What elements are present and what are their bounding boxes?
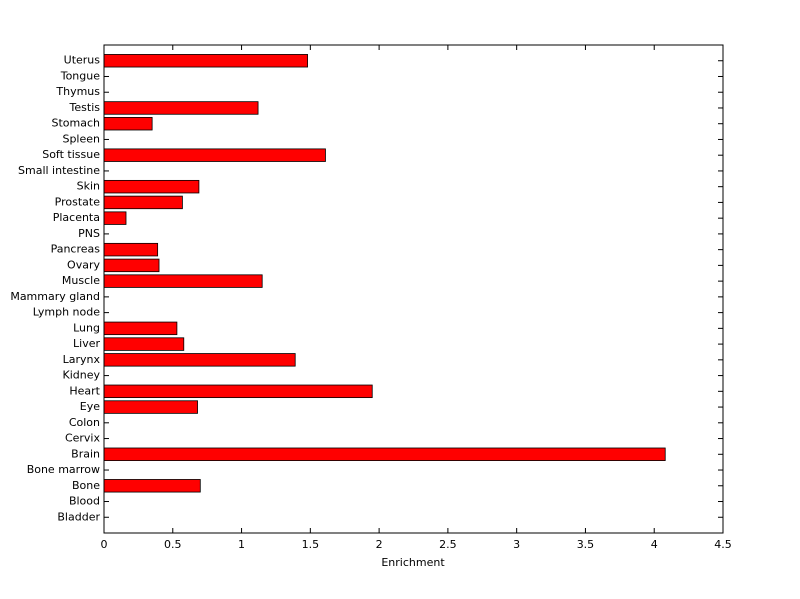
y-tick-label: Prostate: [55, 195, 101, 208]
y-tick-label: Larynx: [63, 353, 101, 366]
y-tick-label: PNS: [78, 227, 100, 240]
bar: [103, 384, 373, 399]
y-tick-label: Skin: [77, 180, 100, 193]
x-tick-label: 3.5: [577, 538, 595, 551]
y-tick-label: Placenta: [53, 211, 100, 224]
x-tick-label: 2: [376, 538, 383, 551]
bar: [103, 195, 183, 210]
y-tick-label: Small intestine: [18, 164, 100, 177]
y-tick-label: Heart: [69, 384, 100, 397]
bar: [103, 447, 666, 461]
y-tick-label: Brain: [71, 447, 100, 460]
bar: [103, 400, 198, 414]
y-tick-label: Mammary gland: [10, 290, 100, 303]
x-tick-label: 1.5: [302, 538, 320, 551]
bar: [103, 101, 259, 115]
y-tick-label: Soft tissue: [42, 148, 100, 161]
y-tick-label: Blood: [69, 495, 100, 508]
bar: [103, 54, 308, 68]
x-tick-label: 0.5: [164, 538, 182, 551]
x-axis-label: Enrichment: [381, 556, 445, 569]
y-tick-label: Eye: [80, 400, 100, 413]
bar: [103, 479, 201, 493]
bar: [103, 321, 178, 336]
y-tick-label: Kidney: [62, 369, 100, 382]
y-tick-label: Pancreas: [51, 243, 101, 256]
bar: [103, 337, 185, 351]
x-tick-label: 4.5: [714, 538, 732, 551]
y-tick-label: Bone: [72, 479, 100, 492]
y-tick-label: Muscle: [62, 274, 100, 287]
bar: [103, 148, 326, 162]
bar: [103, 211, 127, 225]
y-tick-label: Thymus: [55, 85, 100, 98]
y-tick-label: Bone marrow: [27, 463, 100, 476]
y-tick-label: Bladder: [57, 510, 100, 523]
bar: [103, 258, 160, 273]
y-tick-label: Colon: [69, 416, 100, 429]
x-tick-label: 4: [651, 538, 658, 551]
y-tick-label: Liver: [73, 337, 100, 350]
x-tick-label: 2.5: [439, 538, 457, 551]
y-tick-label: Tongue: [60, 69, 101, 82]
bar: [103, 117, 153, 131]
y-tick-label: Lymph node: [33, 306, 100, 319]
bar: [103, 242, 159, 257]
y-tick-label: Uterus: [64, 54, 101, 67]
bar: [103, 353, 296, 367]
x-tick-label: 3: [513, 538, 520, 551]
x-tick-label: 0: [101, 538, 108, 551]
bar: [103, 179, 200, 194]
x-tick-label: 1: [238, 538, 245, 551]
y-tick-label: Lung: [73, 321, 100, 334]
y-tick-label: Stomach: [51, 117, 100, 130]
y-tick-label: Spleen: [62, 132, 100, 145]
plot-frame: [103, 44, 724, 534]
y-tick-label: Cervix: [65, 432, 101, 445]
y-tick-label: Testis: [69, 101, 101, 114]
y-tick-label: Ovary: [67, 258, 100, 271]
bar: [103, 274, 263, 288]
